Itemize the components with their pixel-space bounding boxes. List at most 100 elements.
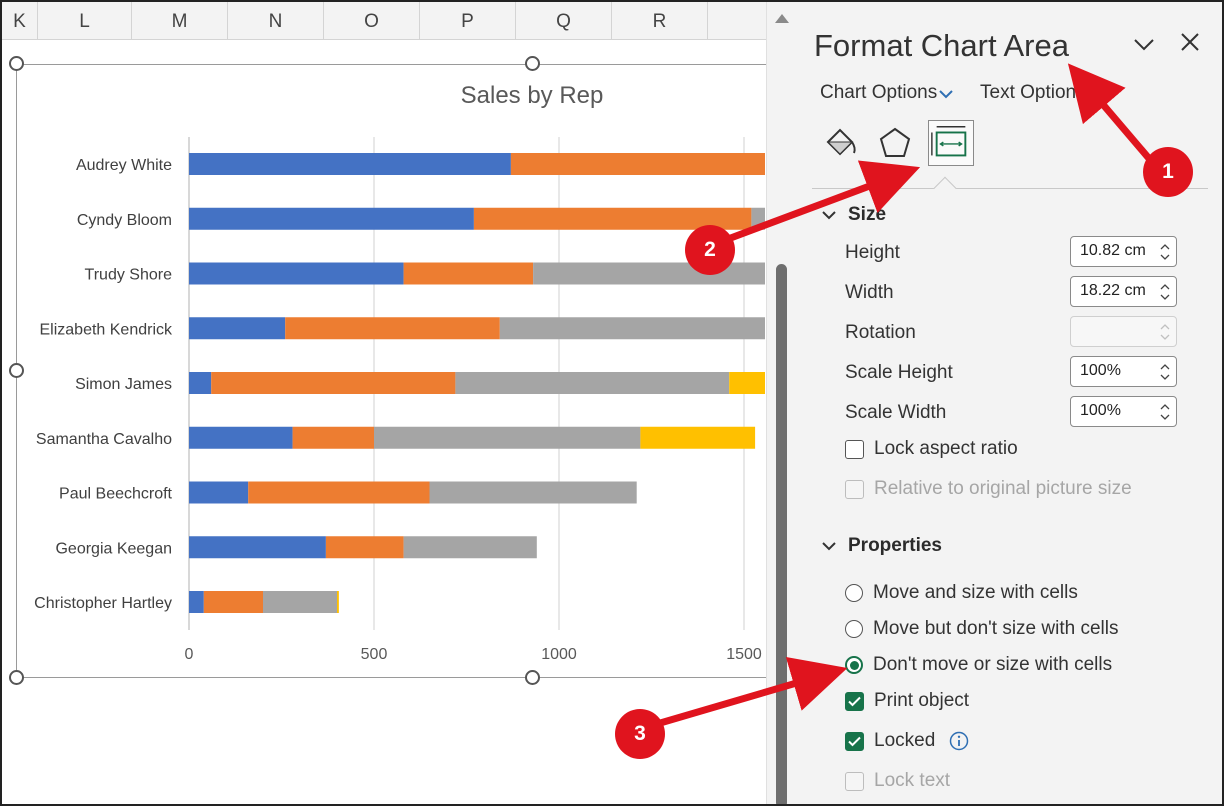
column-header-p[interactable]: P	[420, 2, 516, 40]
print-object-label: Print object	[874, 690, 970, 711]
chart-options-chevron-icon[interactable]	[938, 88, 954, 100]
radio-button[interactable]	[845, 584, 863, 602]
bar-segment[interactable]	[189, 262, 404, 285]
chevron-down-icon[interactable]	[1132, 32, 1156, 56]
bar-segment[interactable]	[189, 591, 204, 613]
bar-segment[interactable]	[189, 153, 511, 175]
spinner-arrows-icon[interactable]	[1160, 360, 1170, 384]
bar-segment[interactable]	[211, 372, 456, 394]
checkbox-checked[interactable]	[845, 691, 864, 711]
height-label: Height	[845, 242, 900, 263]
category-label: Christopher Hartley	[34, 595, 172, 612]
bar-segment[interactable]	[189, 372, 212, 394]
size-properties-icon[interactable]	[928, 120, 974, 166]
resize-handle-top-left[interactable]	[9, 56, 24, 71]
bar-segment[interactable]	[292, 426, 374, 449]
column-header-k[interactable]: K	[2, 2, 38, 40]
scale-height-spinner[interactable]: 100%	[1070, 356, 1177, 387]
spinner-arrows-icon[interactable]	[1160, 400, 1170, 424]
bar-segment[interactable]	[248, 481, 430, 504]
category-label: Cyndy Bloom	[77, 212, 172, 229]
radio-button[interactable]	[845, 620, 863, 638]
scale-width-spinner[interactable]: 100%	[1070, 396, 1177, 427]
effects-pentagon-icon[interactable]	[872, 120, 918, 166]
bar-segment[interactable]	[189, 317, 286, 340]
size-heading: Size	[848, 204, 887, 225]
scroll-thumb[interactable]	[776, 264, 787, 804]
fill-line-icon[interactable]	[818, 120, 864, 166]
checkbox-box[interactable]	[845, 439, 864, 459]
relative-to-original-label: Relative to original picture size	[874, 478, 1132, 499]
bar-segment[interactable]	[189, 536, 326, 559]
column-header-o[interactable]: O	[324, 2, 420, 40]
column-header-r[interactable]: R	[612, 2, 708, 40]
tab-text-options[interactable]: Text Options	[980, 82, 1086, 103]
checkbox-checked[interactable]	[845, 731, 864, 751]
bar-segment[interactable]	[189, 426, 293, 449]
spinner-arrows-icon[interactable]	[1160, 240, 1170, 264]
locked-label: Locked	[874, 730, 936, 751]
radio-label: Move but don't size with cells	[873, 618, 1119, 639]
lock-text-label: Lock text	[874, 770, 951, 791]
bar-segment[interactable]	[429, 481, 637, 504]
bar-segment[interactable]	[640, 426, 756, 449]
tab-notch	[933, 176, 957, 200]
radio-button-selected[interactable]	[845, 656, 863, 674]
bar-segment[interactable]	[510, 153, 765, 175]
scale-width-value: 100%	[1080, 402, 1121, 419]
rotation-label: Rotation	[845, 322, 916, 343]
bar-segment[interactable]	[189, 207, 474, 230]
tab-chart-options[interactable]: Chart Options	[820, 82, 938, 103]
width-value: 18.22 cm	[1080, 282, 1146, 299]
scale-width-label: Scale Width	[845, 402, 947, 423]
checkbox-box	[845, 771, 864, 791]
column-header-m[interactable]: M	[132, 2, 228, 40]
close-icon[interactable]	[1178, 30, 1202, 54]
height-spinner[interactable]: 10.82 cm	[1070, 236, 1177, 267]
column-header-q[interactable]: Q	[516, 2, 612, 40]
scale-height-label: Scale Height	[845, 362, 953, 383]
radio-move-and-size[interactable]: Move and size with cells	[845, 582, 1078, 604]
category-label: Audrey White	[76, 157, 172, 174]
bar-segment[interactable]	[751, 207, 765, 230]
bar-segment[interactable]	[203, 591, 263, 613]
resize-handle-top-middle[interactable]	[525, 56, 540, 71]
bar-segment[interactable]	[189, 481, 249, 504]
resize-handle-bottom-left[interactable]	[9, 670, 24, 685]
bar-segment[interactable]	[403, 262, 534, 285]
spinner-arrows-icon[interactable]	[1160, 280, 1170, 304]
radio-label: Don't move or size with cells	[873, 654, 1113, 675]
width-spinner[interactable]: 18.22 cm	[1070, 276, 1177, 307]
lock-text-checkbox: Lock text	[845, 770, 950, 792]
vertical-scrollbar[interactable]	[766, 2, 796, 804]
lock-aspect-ratio-checkbox[interactable]: Lock aspect ratio	[845, 438, 1018, 460]
bar-segment[interactable]	[337, 591, 339, 613]
properties-section-header[interactable]: Properties	[822, 535, 942, 557]
info-icon[interactable]	[949, 731, 969, 751]
chart-title[interactable]: Sales by Rep	[460, 82, 604, 109]
resize-handle-bottom-middle[interactable]	[525, 670, 540, 685]
print-object-checkbox[interactable]: Print object	[845, 690, 969, 712]
bar-segment[interactable]	[263, 591, 337, 613]
column-header-n[interactable]: N	[228, 2, 324, 40]
bar-segment[interactable]	[499, 317, 765, 340]
radio-move-dont-size[interactable]: Move but don't size with cells	[845, 618, 1118, 640]
radio-dont-move-or-size[interactable]: Don't move or size with cells	[845, 654, 1112, 676]
bar-segment[interactable]	[455, 372, 730, 394]
lock-aspect-ratio-label: Lock aspect ratio	[874, 438, 1018, 459]
scroll-up-arrow-icon[interactable]	[775, 14, 789, 23]
bar-segment[interactable]	[285, 317, 500, 340]
bar-segment[interactable]	[533, 262, 765, 285]
x-tick-label: 1500	[726, 646, 762, 663]
column-header-l[interactable]: L	[38, 2, 132, 40]
collapse-chevron-icon	[822, 211, 836, 220]
x-tick-label: 1000	[541, 646, 577, 663]
resize-handle-middle-left[interactable]	[9, 363, 24, 378]
locked-checkbox[interactable]: Locked	[845, 730, 969, 752]
size-section-header[interactable]: Size	[822, 204, 886, 226]
bar-segment[interactable]	[729, 372, 765, 394]
bar-segment[interactable]	[374, 426, 641, 449]
bar-segment[interactable]	[403, 536, 537, 559]
bar-segment[interactable]	[325, 536, 404, 559]
bar-segment[interactable]	[473, 207, 752, 230]
